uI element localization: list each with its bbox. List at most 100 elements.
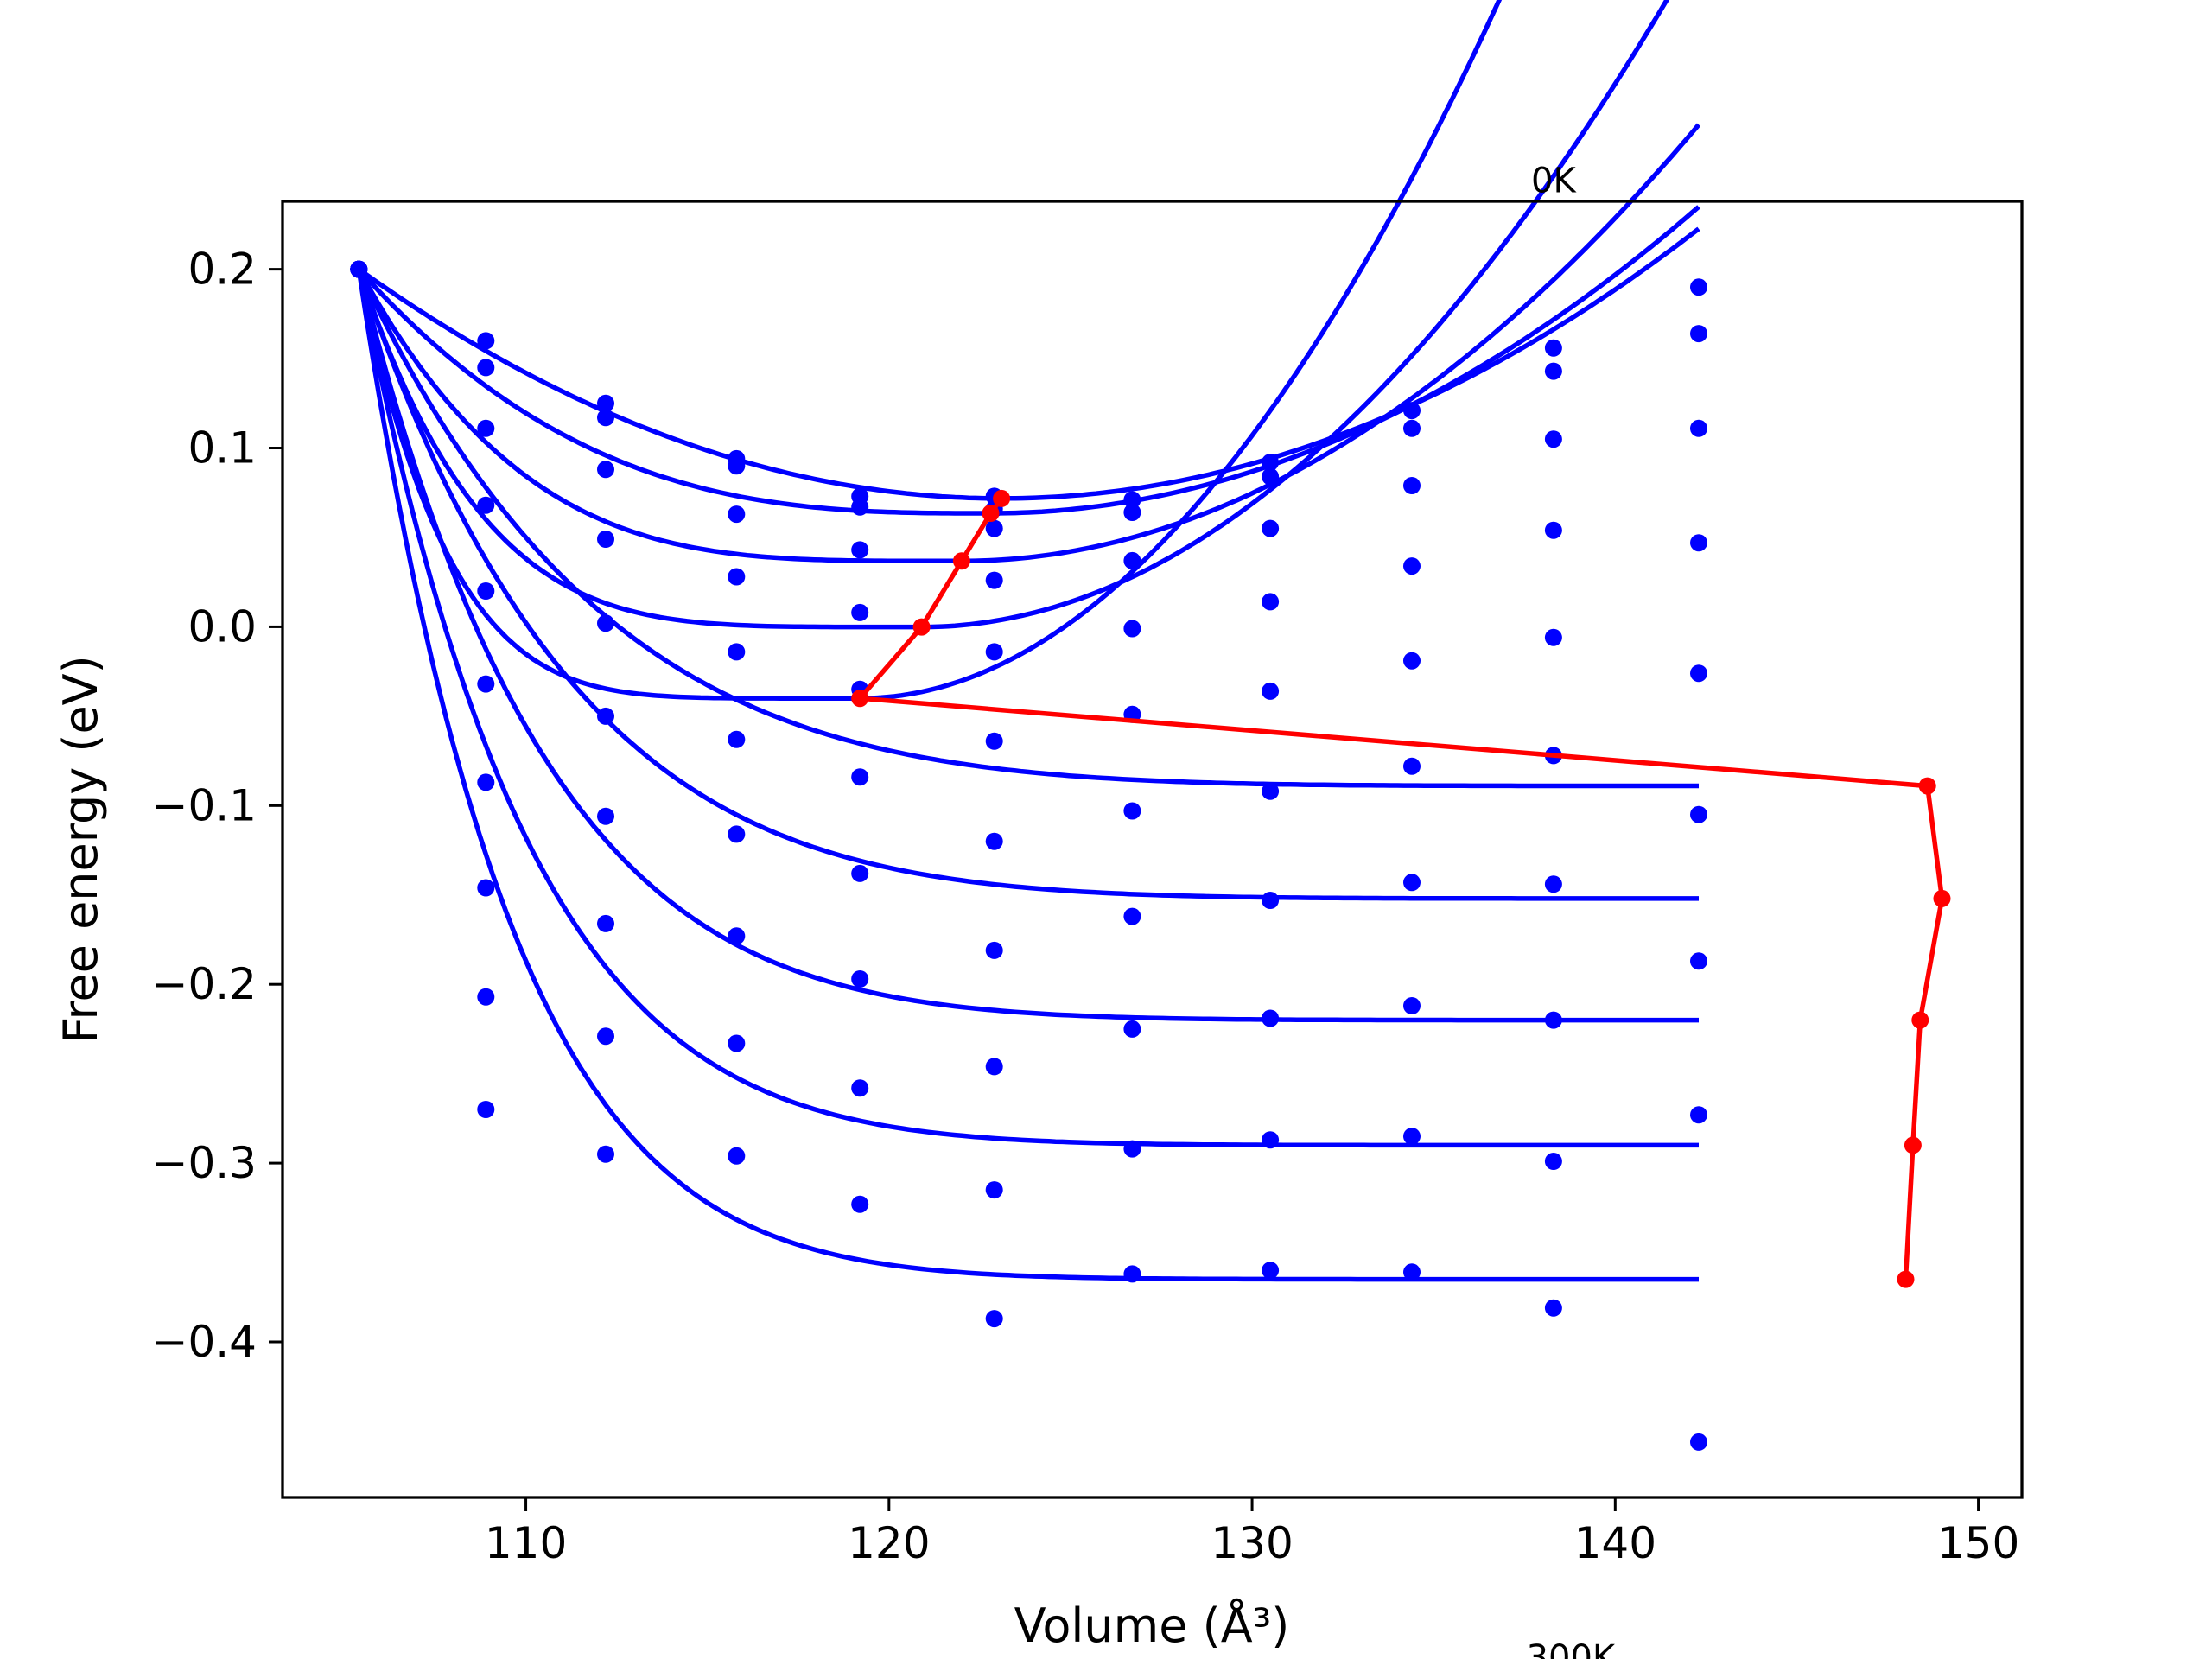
data-point (851, 541, 869, 559)
data-point (477, 988, 495, 1006)
data-point (1544, 362, 1562, 380)
data-point (1123, 504, 1141, 521)
plot-frame (281, 200, 2024, 1499)
data-point (477, 419, 495, 437)
data-point (1262, 454, 1280, 472)
data-point (1690, 805, 1707, 823)
data-point (1544, 1011, 1562, 1029)
data-point (1690, 1433, 1707, 1451)
data-point (1544, 1299, 1562, 1317)
data-point (477, 879, 495, 897)
minimum-point (1918, 777, 1936, 795)
fit-curve-5 (356, 0, 1503, 701)
data-point (477, 675, 495, 693)
data-point (477, 359, 495, 377)
data-point (985, 571, 1003, 589)
data-point (1690, 419, 1707, 437)
y-tick-label: −0.4 (152, 1317, 257, 1367)
data-point (1403, 757, 1421, 775)
data-point (1403, 402, 1421, 420)
minimum-point (1897, 1270, 1915, 1288)
data-point (985, 643, 1003, 661)
data-point (1262, 1262, 1280, 1280)
data-point (1123, 491, 1141, 509)
data-point (597, 614, 614, 632)
data-point (477, 332, 495, 350)
data-point (851, 498, 869, 516)
minimum-point (1904, 1136, 1922, 1154)
minimum-point (993, 489, 1011, 507)
data-point (985, 1310, 1003, 1328)
data-point (1123, 802, 1141, 820)
chart-marks (350, 0, 1951, 1451)
y-tick-label: −0.1 (152, 780, 257, 830)
data-point (851, 970, 869, 988)
data-point (1262, 1009, 1280, 1027)
x-axis-label: Volume (Å³) (1014, 1598, 1290, 1653)
data-point (1690, 952, 1707, 970)
fit-curve-2 (357, 205, 1700, 516)
data-point (985, 832, 1003, 850)
data-point (597, 1027, 614, 1046)
annotation-0k: 0K (1531, 162, 1577, 201)
minimum-point (952, 552, 970, 570)
data-point (1262, 682, 1280, 700)
y-tick-label: 0.0 (188, 601, 257, 652)
fit-curve-10 (356, 269, 1699, 1282)
data-point (1403, 652, 1421, 670)
data-point (1403, 477, 1421, 494)
data-point (1690, 278, 1707, 296)
data-point (1123, 1265, 1141, 1283)
fit-curve-8 (356, 268, 1699, 1023)
data-point (1544, 339, 1562, 357)
data-point (350, 260, 368, 278)
data-point (1403, 997, 1421, 1014)
data-point (728, 643, 746, 661)
data-point (597, 531, 614, 548)
data-point (477, 582, 495, 600)
data-point (477, 496, 495, 514)
x-tick-label: 120 (848, 1518, 930, 1568)
x-axis-ticks: 110 120 130 140 150 (485, 1497, 2019, 1568)
minimum-point (1933, 889, 1951, 907)
x-tick-label: 150 (1937, 1518, 2019, 1568)
data-point (851, 603, 869, 621)
data-point (985, 519, 1003, 537)
y-tick-label: 0.2 (188, 245, 257, 295)
minimum-path-line (855, 497, 1945, 1280)
y-tick-label: −0.3 (152, 1138, 257, 1188)
data-point (1544, 430, 1562, 448)
data-point (1123, 620, 1141, 638)
y-axis-ticks: 0.2 0.1 0.0 −0.1 −0.2 −0.3 −0.4 (152, 245, 283, 1367)
data-point (597, 461, 614, 479)
data-point (728, 825, 746, 843)
data-point (1123, 1140, 1141, 1158)
y-axis-label: Free energy (eV) (54, 655, 108, 1043)
data-point (1690, 325, 1707, 343)
fit-curve-6 (356, 268, 1699, 789)
data-point (1123, 551, 1141, 569)
data-point (728, 927, 746, 945)
data-point (1690, 664, 1707, 683)
data-point (1403, 557, 1421, 575)
data-point (1262, 1131, 1280, 1149)
y-tick-label: −0.2 (152, 959, 257, 1009)
data-point (728, 505, 746, 524)
data-point (1403, 1263, 1421, 1281)
minimum-point (851, 690, 869, 708)
data-point (1544, 521, 1562, 539)
data-point (1262, 593, 1280, 611)
data-point (1403, 874, 1421, 892)
fit-curve-9 (356, 269, 1699, 1148)
x-tick-label: 110 (485, 1518, 567, 1568)
data-point (597, 1145, 614, 1163)
minimum-point (982, 505, 1000, 522)
data-point (1544, 628, 1562, 646)
data-point (597, 409, 614, 427)
data-point (1690, 534, 1707, 552)
data-point (597, 807, 614, 825)
data-point (597, 914, 614, 932)
data-point (1262, 892, 1280, 909)
data-point (1544, 875, 1562, 893)
